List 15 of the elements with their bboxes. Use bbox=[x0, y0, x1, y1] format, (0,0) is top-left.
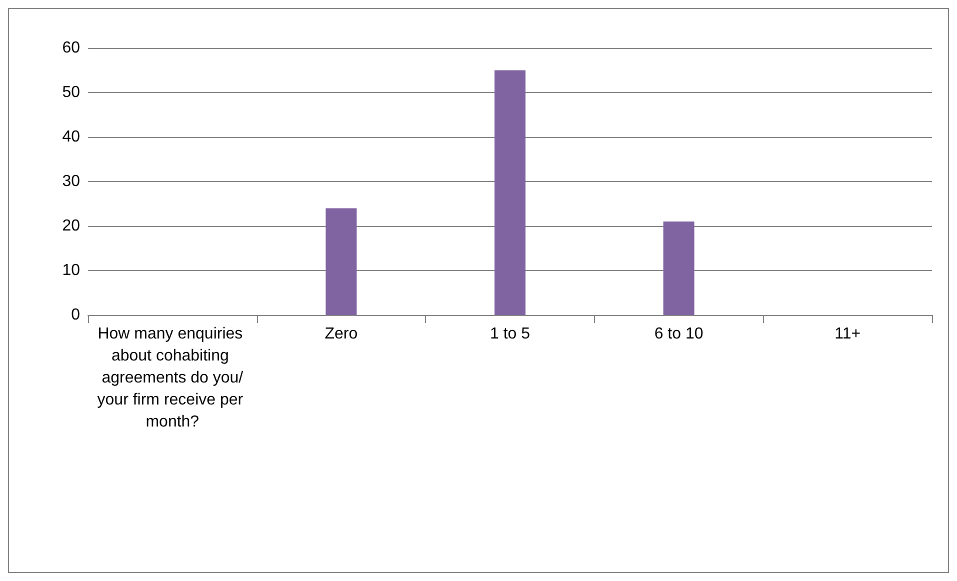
y-tick-label: 20 bbox=[62, 218, 80, 234]
x-tick-label: Zero bbox=[324, 326, 358, 342]
y-tick-label: 40 bbox=[62, 128, 80, 146]
bar bbox=[663, 222, 694, 315]
x-tick-label: 11+ bbox=[834, 326, 861, 342]
y-tick-label: 10 bbox=[62, 262, 80, 279]
y-tick-label: 0 bbox=[71, 306, 80, 324]
x-tick-label: 6 to 10 bbox=[654, 326, 704, 342]
bar bbox=[494, 70, 526, 315]
y-tick-label: 30 bbox=[62, 173, 80, 190]
x-tick-label: 1 to 5 bbox=[490, 326, 530, 342]
y-tick-label: 50 bbox=[62, 84, 80, 101]
x-tick-label: How many enquiries about cohabiting agreements do you/your firm receive per month? bbox=[97, 326, 248, 430]
bar bbox=[326, 208, 357, 315]
y-tick-label: 60 bbox=[62, 40, 80, 56]
